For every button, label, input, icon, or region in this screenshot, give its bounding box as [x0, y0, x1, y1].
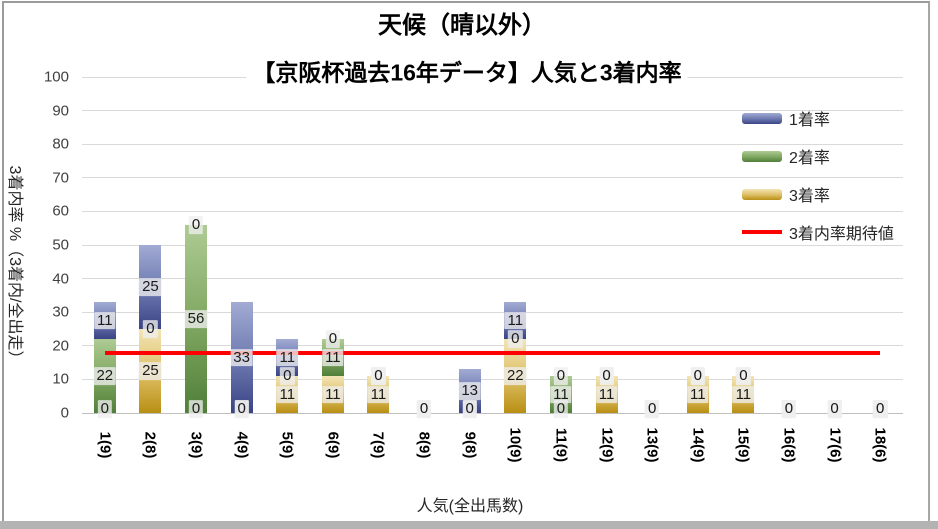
y-axis-title: 3着内率 %（3着内/全出走）	[6, 165, 23, 367]
legend-label: 1着率	[789, 112, 830, 129]
gridline	[82, 278, 903, 280]
y-tick-label: 90	[52, 102, 69, 120]
gridline	[82, 110, 903, 112]
data-label: 0	[599, 367, 614, 385]
legend-color-swatch	[742, 188, 782, 200]
x-tick-label: 13(9)	[643, 427, 661, 463]
legend-color-swatch	[742, 150, 782, 162]
x-tick-label: 6(9)	[324, 431, 342, 459]
chart-border-frame	[2, 1, 930, 521]
chart-title: 天候（晴以外）	[372, 12, 552, 40]
legend-label: 3着率	[789, 188, 830, 205]
data-label: 0	[280, 367, 295, 385]
data-label: 0	[690, 367, 705, 385]
data-label: 0	[188, 400, 204, 418]
data-label: 0	[325, 330, 341, 348]
data-label: 11	[322, 348, 344, 367]
plot-area: 0221125025056000331101111110110000000132…	[82, 76, 903, 418]
data-label: 22	[503, 367, 527, 385]
y-tick-label: 40	[52, 270, 69, 288]
gridline	[82, 143, 903, 145]
gridline	[82, 244, 903, 246]
data-label: 33	[230, 348, 253, 367]
y-tick-label: 0	[60, 404, 69, 422]
gridline	[82, 210, 903, 212]
x-tick-label: 4(9)	[233, 431, 251, 459]
data-label: 25	[139, 362, 162, 380]
legend: 1着率 2着率 3着率 3着内率期待値	[742, 99, 894, 251]
data-label: 0	[644, 400, 660, 418]
x-tick-label: 11(9)	[552, 427, 570, 463]
y-tick-label: 20	[52, 337, 69, 355]
x-tick-label: 7(9)	[369, 431, 387, 459]
data-label: 13	[458, 382, 482, 401]
data-label: 0	[462, 400, 477, 418]
y-tick-label: 30	[52, 303, 69, 321]
legend-item: 3着率	[742, 175, 894, 213]
data-label: 0	[371, 367, 386, 385]
gridline	[82, 345, 903, 347]
data-label: 0	[873, 400, 888, 418]
x-tick-label: 18(6)	[871, 427, 889, 463]
x-tick-label: 14(9)	[689, 427, 707, 463]
data-label: 0	[553, 400, 569, 418]
legend-line-swatch	[742, 230, 782, 234]
legend-label: 2着率	[789, 150, 830, 167]
data-label: 0	[736, 367, 751, 385]
data-label: 11	[276, 348, 299, 367]
data-label: 0	[781, 400, 797, 418]
gridline	[82, 378, 903, 380]
y-tick-label: 80	[52, 135, 69, 153]
x-tick-label: 2(8)	[141, 431, 159, 459]
data-label: 0	[827, 400, 842, 418]
data-label: 25	[139, 278, 162, 296]
expected-rate-line	[104, 350, 881, 355]
data-label: 56	[184, 310, 208, 328]
x-axis-title: 人気(全出馬数)	[416, 498, 524, 515]
legend-item: 1着率	[742, 99, 894, 137]
data-label: 22	[93, 367, 117, 385]
data-label: 11	[276, 385, 299, 404]
data-label: 0	[188, 215, 204, 234]
data-label: 0	[553, 367, 569, 385]
x-tick-label: 10(9)	[506, 427, 524, 463]
x-tick-label: 1(9)	[96, 431, 114, 459]
legend-item: 2着率	[742, 137, 894, 175]
data-label: 11	[595, 385, 618, 404]
data-label: 11	[550, 385, 572, 404]
data-label: 0	[143, 320, 158, 338]
data-label: 11	[732, 385, 755, 404]
data-label: 0	[97, 400, 112, 418]
y-tick-label: 50	[52, 236, 69, 254]
y-tick-label: 100	[43, 68, 69, 86]
legend-item: 3着内率期待値	[742, 213, 894, 251]
x-tick-label: 12(9)	[598, 427, 616, 463]
data-label: 0	[508, 330, 523, 348]
x-tick-label: 15(9)	[734, 427, 752, 463]
gridline	[82, 412, 903, 414]
chart-subtitle: 【京阪杯過去16年データ】人気と3着内率	[246, 60, 688, 86]
gridline	[82, 177, 903, 179]
data-label: 11	[322, 385, 344, 404]
gridline	[82, 311, 903, 313]
data-label: 0	[234, 400, 249, 418]
data-label: 11	[94, 311, 116, 330]
legend-label: 3着内率期待値	[789, 226, 894, 243]
y-tick-label: 10	[52, 370, 69, 388]
legend-color-swatch	[742, 112, 782, 124]
x-tick-label: 17(6)	[826, 427, 844, 463]
bottom-gray-strip	[0, 521, 938, 529]
y-tick-label: 60	[52, 202, 69, 220]
data-label: 11	[367, 385, 390, 404]
x-tick-label: 3(9)	[187, 431, 205, 459]
y-tick-label: 70	[52, 169, 69, 187]
x-tick-label: 9(8)	[461, 431, 479, 459]
x-tick-label: 5(9)	[278, 431, 296, 459]
data-label: 11	[686, 385, 709, 404]
x-tick-label: 16(8)	[780, 427, 798, 463]
x-tick-label: 8(9)	[415, 431, 433, 459]
data-label: 0	[416, 400, 432, 418]
data-label: 11	[504, 311, 527, 330]
